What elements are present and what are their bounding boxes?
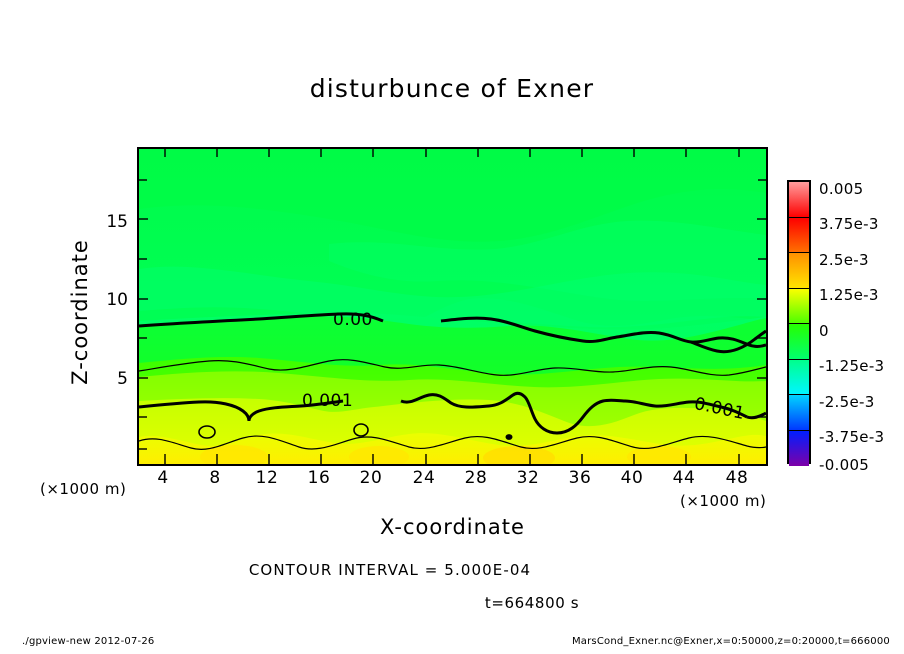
colorbar-label-6: -2.5e-3 (819, 393, 875, 411)
inner-ticks-bottom (164, 454, 740, 464)
colorbar-band-5 (789, 359, 809, 395)
x-tick-40: 40 (620, 468, 644, 488)
inner-ticks-left (139, 179, 148, 450)
x-tick-32: 32 (516, 468, 540, 488)
contour-field (139, 149, 766, 464)
colorbar-label-4: 0 (819, 322, 829, 340)
colorbar-label-2: 2.5e-3 (819, 251, 869, 269)
colorbar-label-7: -3.75e-3 (819, 428, 885, 446)
contour-interval-note: CONTOUR INTERVAL = 5.000E-04 (248, 561, 532, 579)
colorbar-band-6 (789, 395, 809, 431)
colorbar-band-3 (789, 288, 809, 324)
inner-ticks-right (757, 179, 766, 418)
x-axis-title: X-coordinate (380, 515, 525, 539)
footer-left-text: ./gpview-new 2012-07-26 (22, 636, 155, 647)
colorbar (787, 180, 811, 466)
inner-ticks-top (164, 149, 740, 157)
y-axis-title: Z-coordinate (68, 239, 92, 385)
contour-plot-area: 0.00 0.001 0.001 (137, 147, 768, 466)
z-axis-unit-label: (×1000 m) (40, 480, 127, 498)
y-tick-10: 10 (106, 290, 128, 310)
colorbar-band-7 (789, 430, 809, 466)
contour-label-zero: 0.00 (333, 310, 373, 330)
y-tick-15: 15 (106, 212, 128, 232)
x-tick-20: 20 (359, 468, 383, 488)
colorbar-band-4 (789, 324, 809, 360)
x-tick-8: 8 (209, 468, 221, 488)
colorbar-band-1 (789, 217, 809, 253)
colorbar-band-2 (789, 253, 809, 289)
colorbar-band-0 (789, 182, 809, 218)
timestamp-note: t=664800 s (484, 594, 580, 612)
x-tick-16: 16 (307, 468, 331, 488)
page-title: disturbunce of Exner (309, 74, 595, 103)
x-tick-4: 4 (157, 468, 169, 488)
x-tick-12: 12 (255, 468, 279, 488)
colorbar-label-5: -1.25e-3 (819, 357, 885, 375)
x-tick-44: 44 (672, 468, 696, 488)
colorbar-label-8: -0.005 (819, 456, 870, 474)
colorbar-label-1: 3.75e-3 (819, 215, 879, 233)
colorbar-label-0: 0.005 (819, 180, 864, 198)
y-tick-5: 5 (117, 369, 128, 389)
x-tick-36: 36 (568, 468, 592, 488)
x-tick-48: 48 (725, 468, 749, 488)
contour-label-0001: 0.001 (302, 391, 354, 411)
x-axis-unit-label: (×1000 m) (680, 492, 767, 510)
x-tick-24: 24 (412, 468, 436, 488)
footer-right-text: MarsCond_Exner.nc@Exner,x=0:50000,z=0:20… (571, 636, 890, 647)
x-tick-28: 28 (464, 468, 488, 488)
colorbar-label-3: 1.25e-3 (819, 286, 879, 304)
